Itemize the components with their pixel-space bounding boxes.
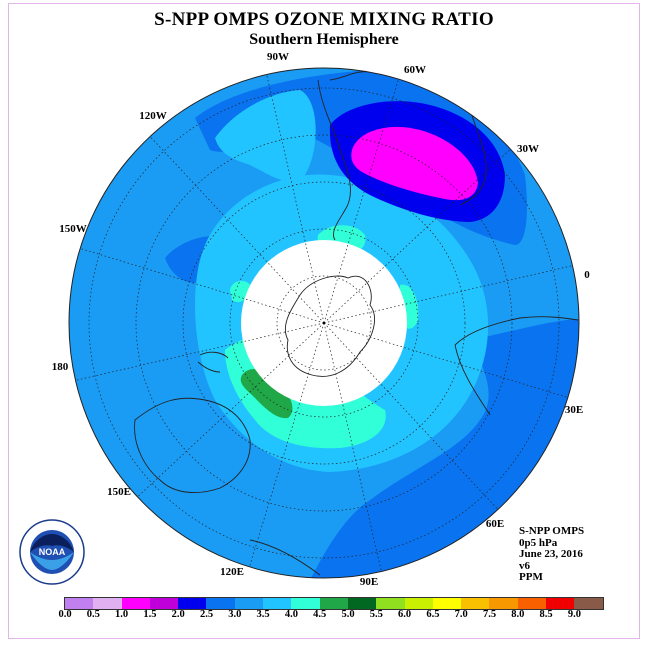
colorbar-swatch <box>432 598 462 609</box>
contour-4-5 <box>240 368 293 419</box>
meridian-line <box>249 322 325 567</box>
colorbar-tick-label: 2.0 <box>171 609 185 620</box>
meridians <box>75 74 573 572</box>
longitude-label-120e: 120E <box>220 566 244 578</box>
longitude-label-60w: 60W <box>404 64 426 76</box>
colorbar-swatch <box>291 598 320 609</box>
meridian-line <box>323 322 382 572</box>
colorbar-swatch <box>546 598 575 609</box>
contour-3-5-north <box>215 90 316 182</box>
pole-dot <box>322 321 326 325</box>
info-units: PPM <box>519 571 543 584</box>
colorbar-swatch <box>319 598 348 609</box>
longitude-label-120w: 120W <box>139 110 167 122</box>
page-subtitle: Southern Hemisphere <box>249 31 399 48</box>
coastline-antarctica <box>284 275 375 377</box>
meridian-line <box>266 74 325 324</box>
colorbar-tick-label: 5.0 <box>341 609 355 620</box>
info-level: 0p5 hPa <box>519 536 558 549</box>
colorbar-tick-label: 8.0 <box>511 609 525 620</box>
lat-circle-80s <box>276 275 372 371</box>
colorbar-tick-label: 0.0 <box>58 609 72 620</box>
colorbar-swatch <box>376 598 405 609</box>
longitude-label-30w: 30W <box>517 143 539 155</box>
colorbar-tick-label: 7.0 <box>454 609 468 620</box>
colorbar <box>64 597 604 610</box>
noaa-logo: NOAA <box>19 519 85 585</box>
lat-circle-60s <box>182 181 466 465</box>
colorbar-swatch <box>234 598 264 609</box>
colorbar-swatch <box>404 598 433 609</box>
info-block: S-NPP OMPS 0p5 hPa June 23, 2016 v6 PPM <box>519 525 585 584</box>
info-date: June 23, 2016 <box>519 548 583 561</box>
colorbar-tick-label: 4.0 <box>284 609 298 620</box>
contour-1-0 <box>351 126 478 201</box>
logo-text: NOAA <box>39 547 66 557</box>
colorbar-tick-label: 6.0 <box>398 609 412 620</box>
colorbar-tick-label: 1.0 <box>115 609 129 620</box>
meridian-line <box>323 265 573 324</box>
colorbar-ticks: 0.0 0.5 1.0 1.5 2.0 2.5 3.0 3.5 4.0 4.5 5.0 5.5 6.0 6… <box>0 609 648 623</box>
colorbar-tick-label: 8.5 <box>539 609 553 620</box>
colorbar-swatch <box>149 598 179 609</box>
colorbar-tick-label: 5.5 <box>369 609 383 620</box>
colorbar-tick-label: 2.5 <box>199 609 214 620</box>
meridian-line <box>323 79 399 324</box>
colorbar-swatch <box>489 598 518 609</box>
colorbar-swatch <box>65 598 94 609</box>
colorbar-swatch <box>461 598 490 609</box>
info-version: v6 <box>519 559 530 572</box>
colorbar-tick-label: 6.5 <box>426 609 440 620</box>
colorbar-tick-label: 1.5 <box>143 609 157 620</box>
coastline-east <box>454 316 579 416</box>
longitude-label-90w: 90W <box>267 51 289 63</box>
colorbar-tick-label: 4.5 <box>313 609 327 620</box>
longitude-label-60e: 60E <box>486 518 504 530</box>
colorbar-swatch <box>347 598 377 609</box>
coastline-new-zealand <box>197 351 229 373</box>
coastline-australia <box>134 397 251 493</box>
meridian-line <box>323 322 499 510</box>
longitude-label-90e: 90E <box>360 576 378 588</box>
lat-circle-40s <box>88 87 560 559</box>
info-instrument: S-NPP OMPS <box>519 525 585 537</box>
colorbar-swatch <box>121 598 150 609</box>
meridian-line <box>80 248 325 324</box>
colorbar-tick-label: 0.5 <box>86 609 100 620</box>
lat-circle-70s <box>229 228 419 418</box>
colorbar-swatch <box>517 598 547 609</box>
longitude-label-30e: 30E <box>565 404 583 416</box>
colorbar-tick-label: 9.0 <box>567 609 581 620</box>
colorbar-tick-label: 3.5 <box>256 609 270 620</box>
colorbar-swatch <box>263 598 292 609</box>
colorbar-swatch <box>574 598 603 609</box>
page-title: S-NPP OMPS OZONE MIXING RATIO <box>154 9 494 30</box>
colorbar-swatch <box>178 598 207 609</box>
plot-frame <box>8 3 640 639</box>
map-border <box>68 67 580 579</box>
meridian-line <box>137 322 325 498</box>
longitude-label-150w: 150W <box>59 223 87 235</box>
longitude-label-180: 180 <box>52 361 69 373</box>
colorbar-tick-label: 3.0 <box>228 609 242 620</box>
colorbar-swatch <box>206 598 235 609</box>
colorbar-tick-label: 7.5 <box>482 609 497 620</box>
longitude-label-150e: 150E <box>107 486 131 498</box>
colorbar-swatch <box>93 598 122 609</box>
meridian-line <box>149 136 325 324</box>
contour-4-0-west <box>230 280 251 303</box>
meridian-line <box>75 322 325 381</box>
lat-circle-50s <box>135 134 513 512</box>
meridian-line <box>323 148 511 324</box>
meridian-line <box>323 322 568 398</box>
longitude-label-0: 0 <box>584 269 590 281</box>
